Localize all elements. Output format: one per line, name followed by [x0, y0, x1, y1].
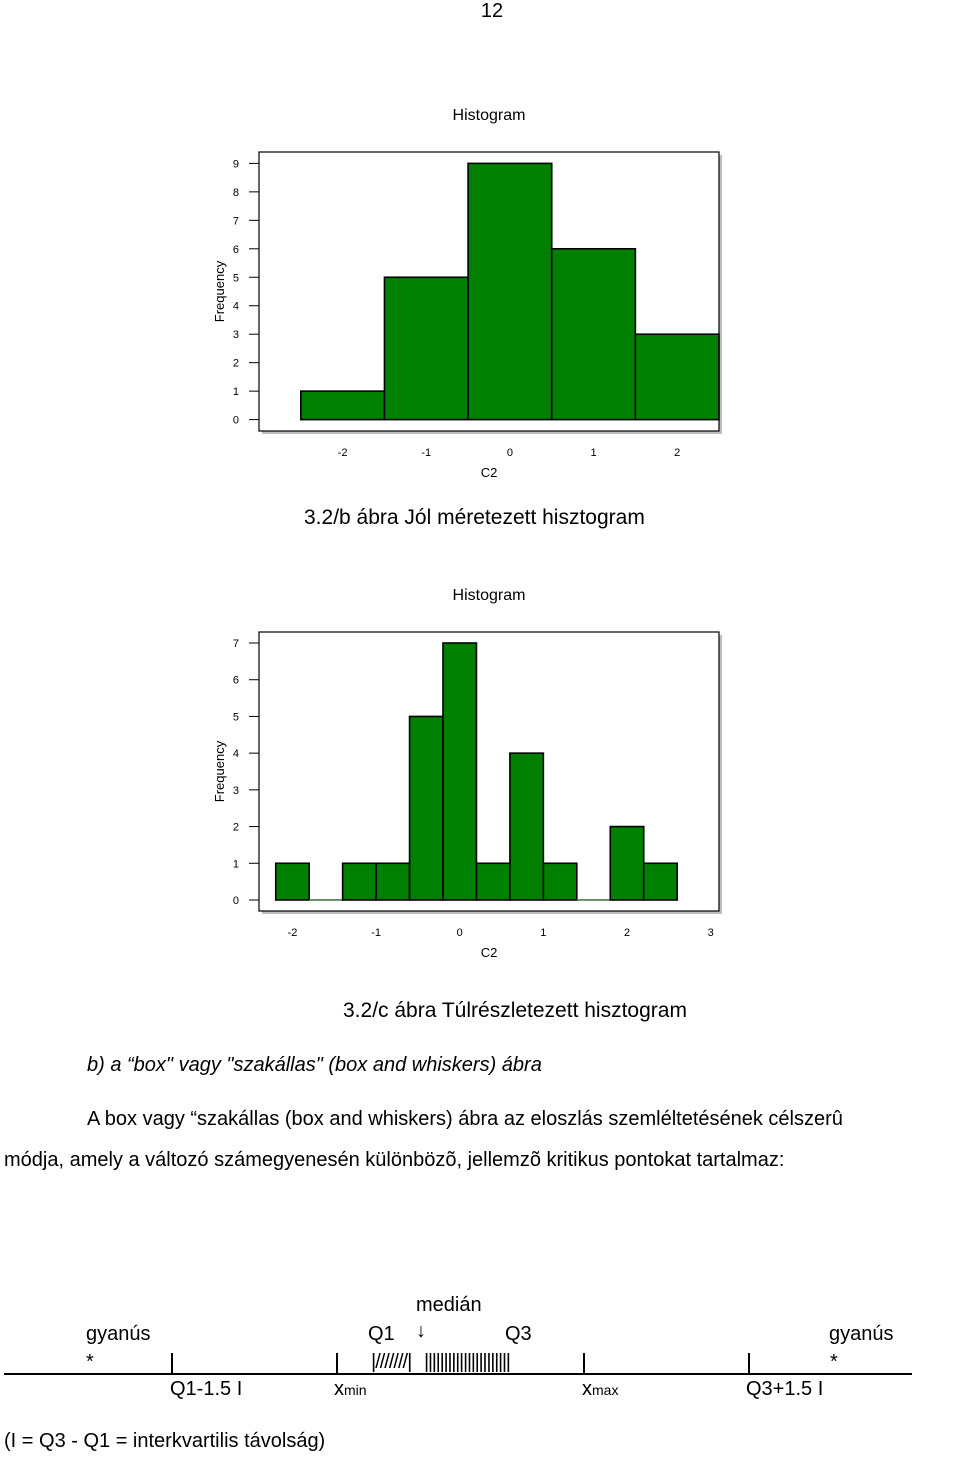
y-tick-label: 0 [233, 415, 239, 427]
xmax-subscript: max [592, 1382, 619, 1398]
x-tick-label: 1 [590, 447, 596, 459]
histogram-chart-1: Histogram 0 1 2 3 4 5 6 7 8 9 -2 -1 0 1 2 C2 Frequency [212, 107, 722, 480]
y-tick-label: 5 [233, 711, 239, 723]
y-tick-label: 2 [233, 822, 239, 834]
histogram-bar [634, 333, 720, 421]
histogram-bar [542, 862, 578, 901]
xmin-tick [336, 1353, 338, 1373]
histogram-bar [274, 862, 310, 901]
x-tick-label: 0 [457, 927, 463, 939]
section-heading: b) a “box" vagy "szakállas" (box and whi… [87, 1054, 542, 1076]
histogram-chart-2: Histogram 0 1 2 3 4 5 6 7 -2 -1 0 1 2 3 C2 Frequency [212, 587, 722, 960]
number-line [4, 1373, 912, 1375]
x-tick-label: 1 [540, 927, 546, 939]
outlier-mark-right: * [830, 1351, 838, 1373]
box-diagram: medián gyanús Q1 ↓ Q3 gyanús * |///////|… [0, 1280, 960, 1458]
histogram-bar [609, 825, 645, 901]
q3-label: Q3 [505, 1323, 532, 1345]
y-tick-label: 2 [233, 358, 239, 370]
histogram-bar [509, 752, 545, 901]
upper-fence-label: Q3+1.5 I [746, 1378, 824, 1400]
q1-label: Q1 [368, 1323, 395, 1345]
box-left-half: |///////| [371, 1351, 412, 1373]
x-axis-label: C2 [481, 465, 498, 480]
y-tick-label: 9 [233, 158, 239, 170]
x-tick-label: -1 [371, 927, 381, 939]
paragraph-line-1: A box vagy “szakállas (box and whiskers)… [87, 1108, 843, 1130]
xmax-tick [583, 1353, 585, 1373]
y-tick-label: 8 [233, 187, 239, 199]
x-tick-label: -2 [288, 927, 298, 939]
xmax-label: xmax [582, 1378, 618, 1401]
histogram-bar [442, 642, 478, 901]
suspect-label-left: gyanús [86, 1323, 151, 1345]
histogram-bar [375, 862, 411, 901]
page-number: 12 [480, 0, 504, 22]
y-tick-label: 6 [233, 675, 239, 687]
x-tick-label: -1 [421, 447, 431, 459]
chart-title: Histogram [453, 107, 526, 124]
histogram-bar [467, 162, 553, 421]
histogram-bar [408, 715, 444, 901]
xmin-label: xmin [334, 1378, 367, 1401]
iqr-definition: (I = Q3 - Q1 = interkvartilis távolság) [4, 1430, 326, 1452]
x-tick-label: 2 [624, 927, 630, 939]
y-axis-label: Frequency [212, 260, 227, 322]
median-label: medián [416, 1294, 482, 1316]
x-tick-label: 2 [674, 447, 680, 459]
figure-caption-c: 3.2/c ábra Túlrészletezett hisztogram [343, 999, 687, 1022]
outlier-mark-left: * [86, 1351, 94, 1373]
y-tick-label: 4 [233, 301, 239, 313]
y-tick-label: 4 [233, 748, 239, 760]
histogram-bar [383, 276, 469, 421]
histogram-bar [300, 390, 386, 421]
suspect-label-right: gyanús [829, 1323, 894, 1345]
y-tick-label: 0 [233, 895, 239, 907]
y-tick-label: 3 [233, 329, 239, 341]
x-tick-label: -2 [338, 447, 348, 459]
lower-fence-tick [171, 1353, 173, 1373]
histogram-bar [642, 862, 678, 901]
y-tick-label: 5 [233, 272, 239, 284]
median-arrow-icon: ↓ [416, 1320, 426, 1342]
y-tick-label: 7 [233, 638, 239, 650]
lower-fence-label: Q1-1.5 I [170, 1378, 243, 1400]
upper-fence-tick [748, 1353, 750, 1373]
x-tick-label: 3 [708, 927, 714, 939]
y-tick-label: 3 [233, 785, 239, 797]
chart-title: Histogram [453, 587, 526, 604]
y-tick-label: 1 [233, 858, 239, 870]
y-tick-label: 7 [233, 215, 239, 227]
figure-caption-b: 3.2/b ábra Jól méretezett hisztogram [304, 506, 645, 529]
histogram-bar [475, 862, 511, 901]
paragraph-line-2: módja, amely a változó számegyenesén kül… [4, 1149, 785, 1171]
y-tick-label: 6 [233, 244, 239, 256]
x-tick-label: 0 [507, 447, 513, 459]
xmin-subscript: min [344, 1382, 367, 1398]
histogram-bar [550, 247, 637, 421]
xmin-main: x [334, 1378, 344, 1400]
y-axis-label: Frequency [212, 740, 227, 802]
box-right-half: |||||||||||||||||||||| [424, 1351, 511, 1373]
histogram-bar [341, 862, 377, 901]
x-axis-label: C2 [481, 945, 498, 960]
xmax-main: x [582, 1378, 592, 1400]
y-tick-label: 1 [233, 386, 239, 398]
